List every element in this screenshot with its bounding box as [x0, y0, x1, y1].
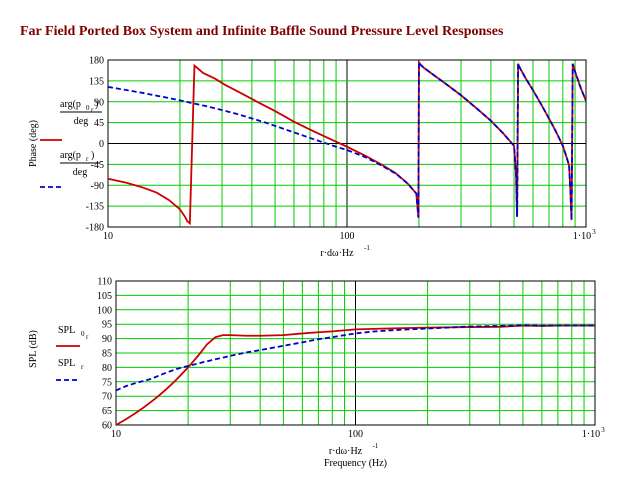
- legend-denominator: deg: [73, 167, 87, 178]
- legend-subscript: r: [91, 106, 94, 114]
- x-tick-label: 10: [111, 429, 121, 440]
- y-tick-label: 135: [89, 76, 104, 87]
- x-tick-exponent: 3: [601, 426, 605, 434]
- y-axis-label: SPL (dB): [28, 330, 39, 368]
- legend-subscript: r: [81, 363, 84, 371]
- x-tick-label: 10: [103, 231, 113, 242]
- y-tick-label: 60: [102, 421, 112, 432]
- y-tick-label: 70: [102, 392, 112, 403]
- legend-label: ): [91, 150, 94, 161]
- y-tick-label: -180: [86, 223, 104, 234]
- y-tick-label: 65: [102, 406, 112, 417]
- y-tick-label: 75: [102, 377, 112, 388]
- x-axis-label-exponent: -1: [364, 244, 370, 252]
- legend-subscript: 0: [81, 330, 85, 338]
- series-line-2: [108, 60, 586, 221]
- plot-frame: [107, 59, 587, 228]
- legend-label: arg(p: [60, 150, 81, 161]
- series-line-1: [116, 324, 595, 425]
- y-axis-label: Phase (deg): [28, 120, 39, 167]
- x-tick-label: 100: [340, 231, 355, 242]
- y-tick-label: 85: [102, 349, 112, 360]
- x-tick-label: 1·10: [582, 429, 600, 440]
- legend-subscript: 0: [86, 104, 90, 112]
- y-tick-label: -90: [91, 181, 104, 192]
- y-tick-label: 100: [97, 305, 112, 316]
- y-tick-label: 90: [102, 334, 112, 345]
- legend-label: SPL: [58, 358, 75, 369]
- y-tick-label: 95: [102, 320, 112, 331]
- y-tick-label: 90: [94, 97, 104, 108]
- x-tick-label: 1·10: [573, 231, 591, 242]
- y-tick-label: 105: [97, 291, 112, 302]
- y-tick-label: 110: [97, 277, 112, 288]
- x-axis-label: r·dω·Hz: [329, 446, 363, 457]
- legend-label: ): [95, 99, 98, 110]
- y-tick-label: -135: [86, 202, 104, 213]
- y-tick-label: 180: [89, 56, 104, 67]
- x-axis-label: r·dω·Hz: [320, 248, 354, 259]
- y-tick-label: 0: [99, 139, 104, 150]
- series-line-2: [116, 324, 595, 392]
- y-tick-label: 45: [94, 118, 104, 129]
- x-axis-label-exponent: -1: [373, 442, 379, 450]
- legend-denominator: deg: [74, 116, 88, 127]
- legend-label: SPL: [58, 325, 75, 336]
- legend-subscript: r: [86, 333, 89, 341]
- plot-frame: [115, 280, 596, 426]
- page-title: Far Field Ported Box System and Infinite…: [20, 24, 504, 39]
- legend-subscript: r: [86, 155, 89, 163]
- legend-label: arg(p: [60, 99, 81, 110]
- y-tick-label: 80: [102, 363, 112, 374]
- x-tick-exponent: 3: [592, 228, 596, 236]
- y-tick-label: -45: [91, 160, 104, 171]
- x-tick-label: 100: [348, 429, 363, 440]
- x-axis-label-2: Frequency (Hz): [324, 458, 387, 469]
